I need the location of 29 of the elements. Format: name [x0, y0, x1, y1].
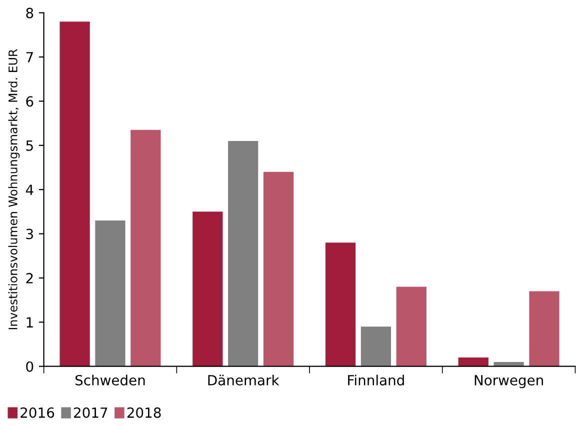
legend-label: 2018 [127, 407, 161, 418]
bar [325, 242, 356, 366]
x-tick-label: Finnland [348, 374, 404, 386]
y-tick-label: 6 [26, 96, 34, 107]
y-tick-label: 5 [26, 140, 33, 151]
bar [458, 358, 488, 366]
y-tick-label: 1 [26, 317, 33, 328]
y-tick-label: 4 [26, 184, 34, 195]
bar [228, 140, 258, 366]
bar [360, 326, 392, 366]
bar [130, 130, 161, 366]
y-tick-label: 3 [26, 228, 33, 240]
bar [192, 212, 223, 366]
bar [396, 286, 426, 366]
legend-label: 2016 [20, 407, 54, 418]
x-tick-label: Schweden [75, 374, 145, 386]
legend-label: 2017 [74, 407, 108, 418]
bar [95, 220, 126, 366]
bar [60, 22, 90, 366]
bar [263, 172, 294, 366]
y-tick-label: 0 [26, 361, 34, 372]
x-tick-label: Dänemark [208, 374, 280, 386]
y-tick-label: 2 [26, 272, 33, 284]
x-tick-label: Norwegen [474, 375, 543, 388]
y-axis-title: Investitionsvolumen Wohnungsmarkt, Mrd. EUR [8, 49, 20, 330]
y-tick-label: 8 [26, 8, 34, 18]
y-tick-label: 7 [26, 52, 33, 62]
bar [529, 291, 560, 366]
bar [494, 362, 524, 366]
